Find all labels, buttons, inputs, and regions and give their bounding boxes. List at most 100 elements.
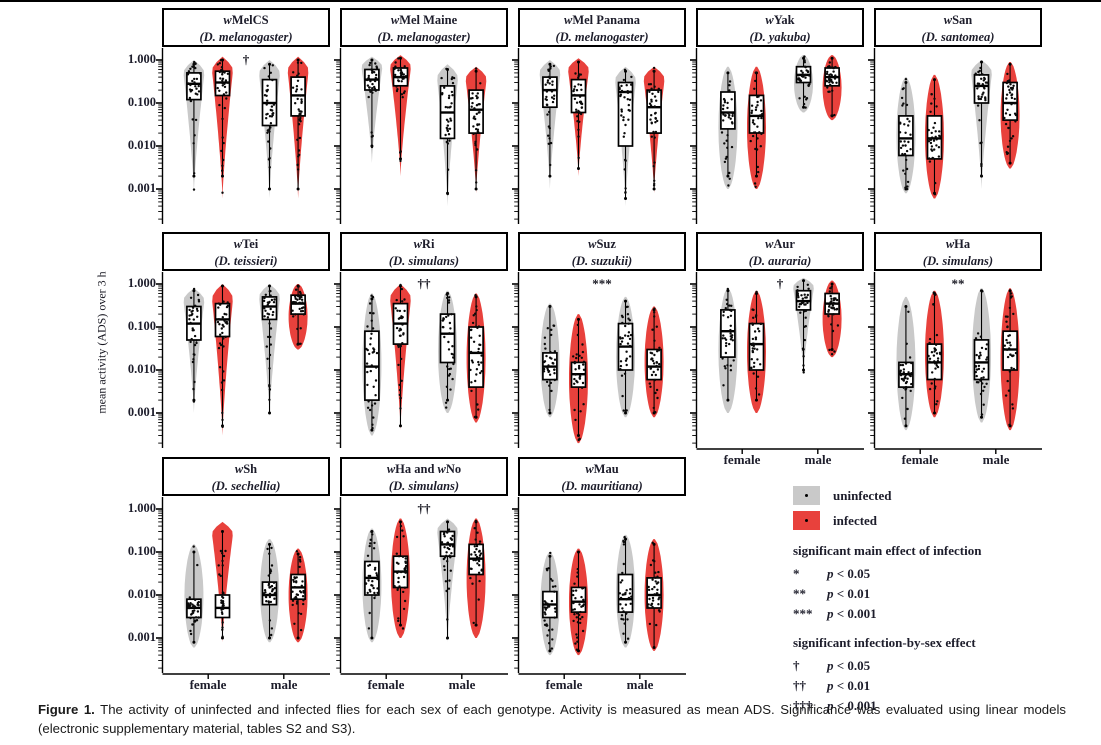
sex-effect-key: † p < 0.05 †† p < 0.01 ††† p < 0.001 (793, 658, 1093, 714)
panel-plot-wRi: †† (332, 272, 510, 450)
points-male-uninfected (262, 289, 276, 401)
significance-marker: †† (418, 276, 432, 291)
points-male-uninfected (263, 64, 276, 169)
significance-marker: *** (592, 276, 612, 291)
panel-plot-wAur: † (688, 272, 866, 456)
point-dot-icon (805, 519, 808, 522)
sex-effect-row: † p < 0.05 (793, 658, 1093, 674)
boxplot-female-uninfected (542, 76, 558, 109)
y-tick-label: 1.000 (127, 52, 156, 66)
points-female-uninfected (187, 545, 200, 636)
x-tick-label-female: female (189, 677, 227, 692)
y-tick-label: 0.010 (127, 362, 156, 376)
boxplot-female-infected (748, 322, 765, 371)
sex-effect-row: †† p < 0.01 (793, 678, 1093, 694)
points-male-infected (291, 285, 305, 346)
points-female-infected (393, 57, 408, 163)
y-tick-label: 1.000 (127, 276, 156, 290)
sex-effect-heading: significant infection-by-sex effect (793, 635, 976, 650)
caption-label: Figure 1. (38, 702, 95, 717)
main-effect-row: ** p < 0.01 (793, 586, 1093, 602)
figure-caption: Figure 1. The activity of uninfected and… (38, 701, 1066, 738)
points-male-uninfected (440, 528, 455, 640)
main-effect-row: *** p < 0.001 (793, 606, 1093, 622)
figure-1: mean activity (ADS) over 3 h wMelCS (D. m… (94, 8, 1093, 713)
points-male-uninfected (618, 535, 633, 640)
x-tick-label-male: male (982, 452, 1010, 467)
sig-p-value: p < 0.05 (827, 566, 871, 581)
points-male-infected (647, 66, 660, 187)
points-female-uninfected (365, 61, 379, 149)
points-female-infected (216, 300, 230, 429)
y-tick-label: 0.100 (127, 544, 156, 558)
y-axis-label: mean activity (ADS) over 3 h (94, 271, 109, 414)
panel-title-wSuz: wSuz (D. suzukii) (518, 232, 686, 271)
sig-symbol: ††† (793, 698, 813, 713)
legend-item-uninfected: uninfected (793, 486, 1093, 505)
points-female-uninfected (898, 78, 912, 191)
x-tick-label-male: male (270, 677, 298, 692)
points-female-infected (749, 71, 764, 188)
panel-plot-wMel-Panama (510, 48, 688, 226)
infected-swatch (793, 511, 820, 530)
points-male-infected (291, 550, 305, 632)
points-male-infected (291, 61, 303, 171)
panel-plot-wMau (510, 497, 688, 681)
boxplot-male-infected (1002, 81, 1018, 121)
x-tick-label-female: female (545, 677, 583, 692)
panel-plot-wHa-and-wNo: †† (332, 497, 510, 681)
points-male-uninfected (797, 55, 811, 109)
boxplot-male-infected (468, 326, 484, 388)
points-female-infected (927, 291, 942, 406)
points-male-uninfected (974, 290, 989, 416)
main-effect-heading: significant main effect of infection (793, 543, 982, 558)
significance-marker: ** (952, 276, 965, 291)
panel-title-wRi: wRi (D. simulans) (340, 232, 508, 271)
points-male-uninfected (974, 66, 989, 177)
uninfected-swatch (793, 486, 820, 505)
legend-item-infected: infected (793, 511, 1093, 530)
points-male-infected (825, 61, 838, 117)
sex-effect-row: ††† p < 0.001 (793, 698, 1093, 714)
panel-plot-wMel-Maine (332, 48, 510, 226)
sig-symbol: *** (793, 606, 813, 621)
x-tick-label-female: female (723, 452, 761, 467)
sig-p-value: p < 0.01 (827, 586, 871, 601)
points-male-infected (647, 541, 661, 627)
sig-symbol: * (793, 566, 800, 581)
panel-title-wAur: wAur (D. auraria) (696, 232, 864, 271)
points-female-infected (393, 524, 408, 630)
points-female-uninfected (188, 287, 201, 403)
boxplot-male-infected (646, 577, 662, 609)
panel-title-wSh: wSh (D. sechellia) (162, 457, 330, 496)
boxplot-male-uninfected (439, 313, 456, 364)
boxplot-female-uninfected (720, 309, 736, 358)
y-tick-label: 0.100 (127, 319, 156, 333)
sig-symbol: † (793, 658, 800, 673)
x-tick-label-male: male (804, 452, 832, 467)
panel-title-wMel-Panama: wMel Panama (D. melanogaster) (518, 8, 686, 47)
points-female-uninfected (720, 80, 734, 187)
points-male-infected (469, 294, 483, 419)
points-male-uninfected (441, 292, 455, 409)
legend-item-label: infected (833, 512, 878, 528)
panel-title-wSan: wSan (D. santomea) (874, 8, 1042, 47)
points-female-uninfected (899, 310, 913, 420)
points-female-infected (394, 283, 406, 410)
points-female-infected (572, 323, 586, 442)
y-tick-label: 0.100 (127, 95, 156, 109)
points-female-infected (571, 567, 585, 651)
panel-plot-wYak (688, 48, 866, 226)
sig-p-value: p < 0.001 (827, 606, 877, 621)
caption-text: The activity of uninfected and infected … (38, 702, 1066, 736)
points-male-uninfected (440, 67, 456, 196)
boxplot-male-uninfected (617, 81, 634, 147)
points-female-infected (217, 549, 227, 638)
y-tick-label: 0.001 (127, 181, 156, 195)
panel-plot-wMelCS: † (154, 48, 332, 226)
x-tick-label-female: female (901, 452, 939, 467)
panel-plot-wHa: ** (866, 272, 1044, 456)
points-female-uninfected (364, 530, 379, 630)
points-male-uninfected (618, 68, 633, 194)
panel-title-wTei: wTei (D. teissieri) (162, 232, 330, 271)
